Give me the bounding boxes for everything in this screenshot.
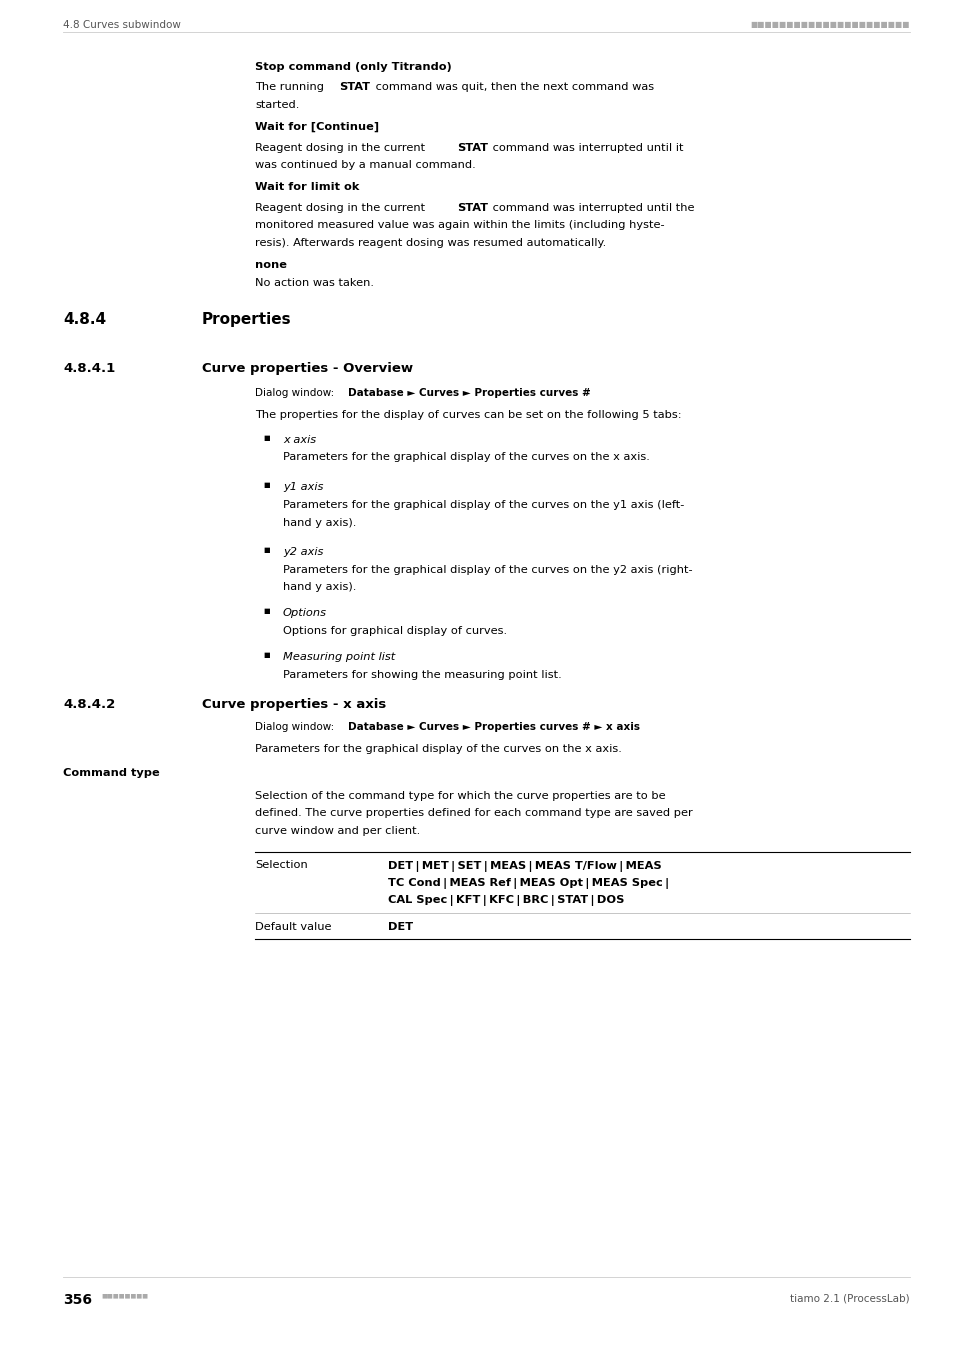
Text: Dialog window:: Dialog window:: [254, 389, 337, 398]
Text: Selection of the command type for which the curve properties are to be: Selection of the command type for which …: [254, 791, 665, 801]
Text: Database ► Curves ► Properties curves #: Database ► Curves ► Properties curves #: [348, 389, 590, 398]
Text: ■: ■: [263, 435, 270, 440]
Text: TC Cond | MEAS Ref | MEAS Opt | MEAS Spec |: TC Cond | MEAS Ref | MEAS Opt | MEAS Spe…: [388, 878, 669, 890]
Text: y1 axis: y1 axis: [283, 482, 323, 491]
Text: ■: ■: [263, 652, 270, 657]
Text: 4.8.4.2: 4.8.4.2: [63, 698, 115, 711]
Text: ■: ■: [263, 482, 270, 487]
Text: STAT: STAT: [457, 143, 488, 153]
Text: STAT: STAT: [339, 82, 370, 92]
Text: monitored measured value was again within the limits (including hyste-: monitored measured value was again withi…: [254, 220, 664, 231]
Text: Curve properties - Overview: Curve properties - Overview: [202, 362, 413, 375]
Text: resis). Afterwards reagent dosing was resumed automatically.: resis). Afterwards reagent dosing was re…: [254, 238, 605, 248]
Text: command was interrupted until the: command was interrupted until the: [489, 202, 695, 213]
Text: hand y axis).: hand y axis).: [283, 517, 356, 528]
Text: Command type: Command type: [63, 768, 159, 778]
Text: ■: ■: [263, 608, 270, 614]
Text: y2 axis: y2 axis: [283, 547, 323, 558]
Text: Wait for limit ok: Wait for limit ok: [254, 182, 359, 192]
Text: defined. The curve properties defined for each command type are saved per: defined. The curve properties defined fo…: [254, 809, 692, 818]
Text: 4.8.4.1: 4.8.4.1: [63, 362, 115, 375]
Text: Parameters for the graphical display of the curves on the y2 axis (right-: Parameters for the graphical display of …: [283, 566, 692, 575]
Text: Dialog window:: Dialog window:: [254, 721, 337, 732]
Text: DET: DET: [388, 922, 413, 931]
Text: Parameters for showing the measuring point list.: Parameters for showing the measuring poi…: [283, 670, 561, 679]
Text: ■■■■■■■■■■■■■■■■■■■■■■: ■■■■■■■■■■■■■■■■■■■■■■: [750, 20, 909, 28]
Text: Stop command (only Titrando): Stop command (only Titrando): [254, 62, 452, 72]
Text: 4.8 Curves subwindow: 4.8 Curves subwindow: [63, 20, 181, 30]
Text: No action was taken.: No action was taken.: [254, 278, 374, 289]
Text: ■: ■: [263, 547, 270, 553]
Text: The running: The running: [254, 82, 327, 92]
Text: Parameters for the graphical display of the curves on the y1 axis (left-: Parameters for the graphical display of …: [283, 500, 683, 510]
Text: was continued by a manual command.: was continued by a manual command.: [254, 161, 476, 170]
Text: Default value: Default value: [254, 922, 331, 931]
Text: The properties for the display of curves can be set on the following 5 tabs:: The properties for the display of curves…: [254, 410, 680, 420]
Text: Reagent dosing in the current: Reagent dosing in the current: [254, 143, 428, 153]
Text: Measuring point list: Measuring point list: [283, 652, 395, 662]
Text: Parameters for the graphical display of the curves on the x axis.: Parameters for the graphical display of …: [254, 744, 621, 753]
Text: Selection: Selection: [254, 860, 308, 871]
Text: hand y axis).: hand y axis).: [283, 582, 356, 593]
Text: 4.8.4: 4.8.4: [63, 312, 106, 327]
Text: DET | MET | SET | MEAS | MEAS T/Flow | MEAS: DET | MET | SET | MEAS | MEAS T/Flow | M…: [388, 860, 661, 872]
Text: STAT: STAT: [457, 202, 488, 213]
Text: Options: Options: [283, 608, 327, 618]
Text: none: none: [254, 261, 287, 270]
Text: 356: 356: [63, 1293, 91, 1308]
Text: ■■■■■■■■: ■■■■■■■■: [101, 1293, 148, 1299]
Text: CAL Spec | KFT | KFC | BRC | STAT | DOS: CAL Spec | KFT | KFC | BRC | STAT | DOS: [388, 895, 623, 906]
Text: command was interrupted until it: command was interrupted until it: [489, 143, 683, 153]
Text: Properties: Properties: [202, 312, 292, 327]
Text: Curve properties - x axis: Curve properties - x axis: [202, 698, 386, 711]
Text: Reagent dosing in the current: Reagent dosing in the current: [254, 202, 428, 213]
Text: command was quit, then the next command was: command was quit, then the next command …: [371, 82, 653, 92]
Text: Parameters for the graphical display of the curves on the x axis.: Parameters for the graphical display of …: [283, 452, 649, 463]
Text: Options for graphical display of curves.: Options for graphical display of curves.: [283, 626, 507, 636]
Text: Wait for [Continue]: Wait for [Continue]: [254, 122, 378, 132]
Text: x axis: x axis: [283, 435, 315, 444]
Text: curve window and per client.: curve window and per client.: [254, 826, 420, 836]
Text: started.: started.: [254, 100, 299, 109]
Text: Database ► Curves ► Properties curves # ► x axis: Database ► Curves ► Properties curves # …: [348, 721, 639, 732]
Text: tiamo 2.1 (ProcessLab): tiamo 2.1 (ProcessLab): [789, 1293, 909, 1304]
